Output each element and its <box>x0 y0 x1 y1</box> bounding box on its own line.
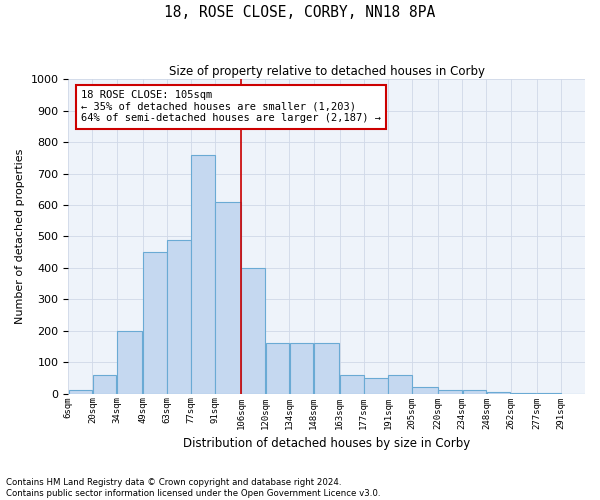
X-axis label: Distribution of detached houses by size in Corby: Distribution of detached houses by size … <box>183 437 470 450</box>
Bar <box>266 344 289 394</box>
Bar <box>537 393 560 394</box>
Bar <box>290 344 313 394</box>
Bar <box>241 268 265 394</box>
Bar <box>463 390 486 394</box>
Bar <box>487 392 511 394</box>
Bar <box>93 375 116 394</box>
Y-axis label: Number of detached properties: Number of detached properties <box>15 148 25 324</box>
Bar <box>167 240 191 394</box>
Title: Size of property relative to detached houses in Corby: Size of property relative to detached ho… <box>169 65 485 78</box>
Bar <box>143 252 167 394</box>
Bar <box>439 390 462 394</box>
Text: Contains HM Land Registry data © Crown copyright and database right 2024.
Contai: Contains HM Land Registry data © Crown c… <box>6 478 380 498</box>
Bar <box>68 390 92 394</box>
Bar <box>191 154 215 394</box>
Text: 18, ROSE CLOSE, CORBY, NN18 8PA: 18, ROSE CLOSE, CORBY, NN18 8PA <box>164 5 436 20</box>
Bar <box>340 375 364 394</box>
Bar <box>215 202 241 394</box>
Bar <box>314 344 340 394</box>
Bar <box>511 393 536 394</box>
Text: 18 ROSE CLOSE: 105sqm
← 35% of detached houses are smaller (1,203)
64% of semi-d: 18 ROSE CLOSE: 105sqm ← 35% of detached … <box>81 90 381 124</box>
Bar <box>412 388 438 394</box>
Bar <box>117 330 142 394</box>
Bar <box>364 378 388 394</box>
Bar <box>388 375 412 394</box>
